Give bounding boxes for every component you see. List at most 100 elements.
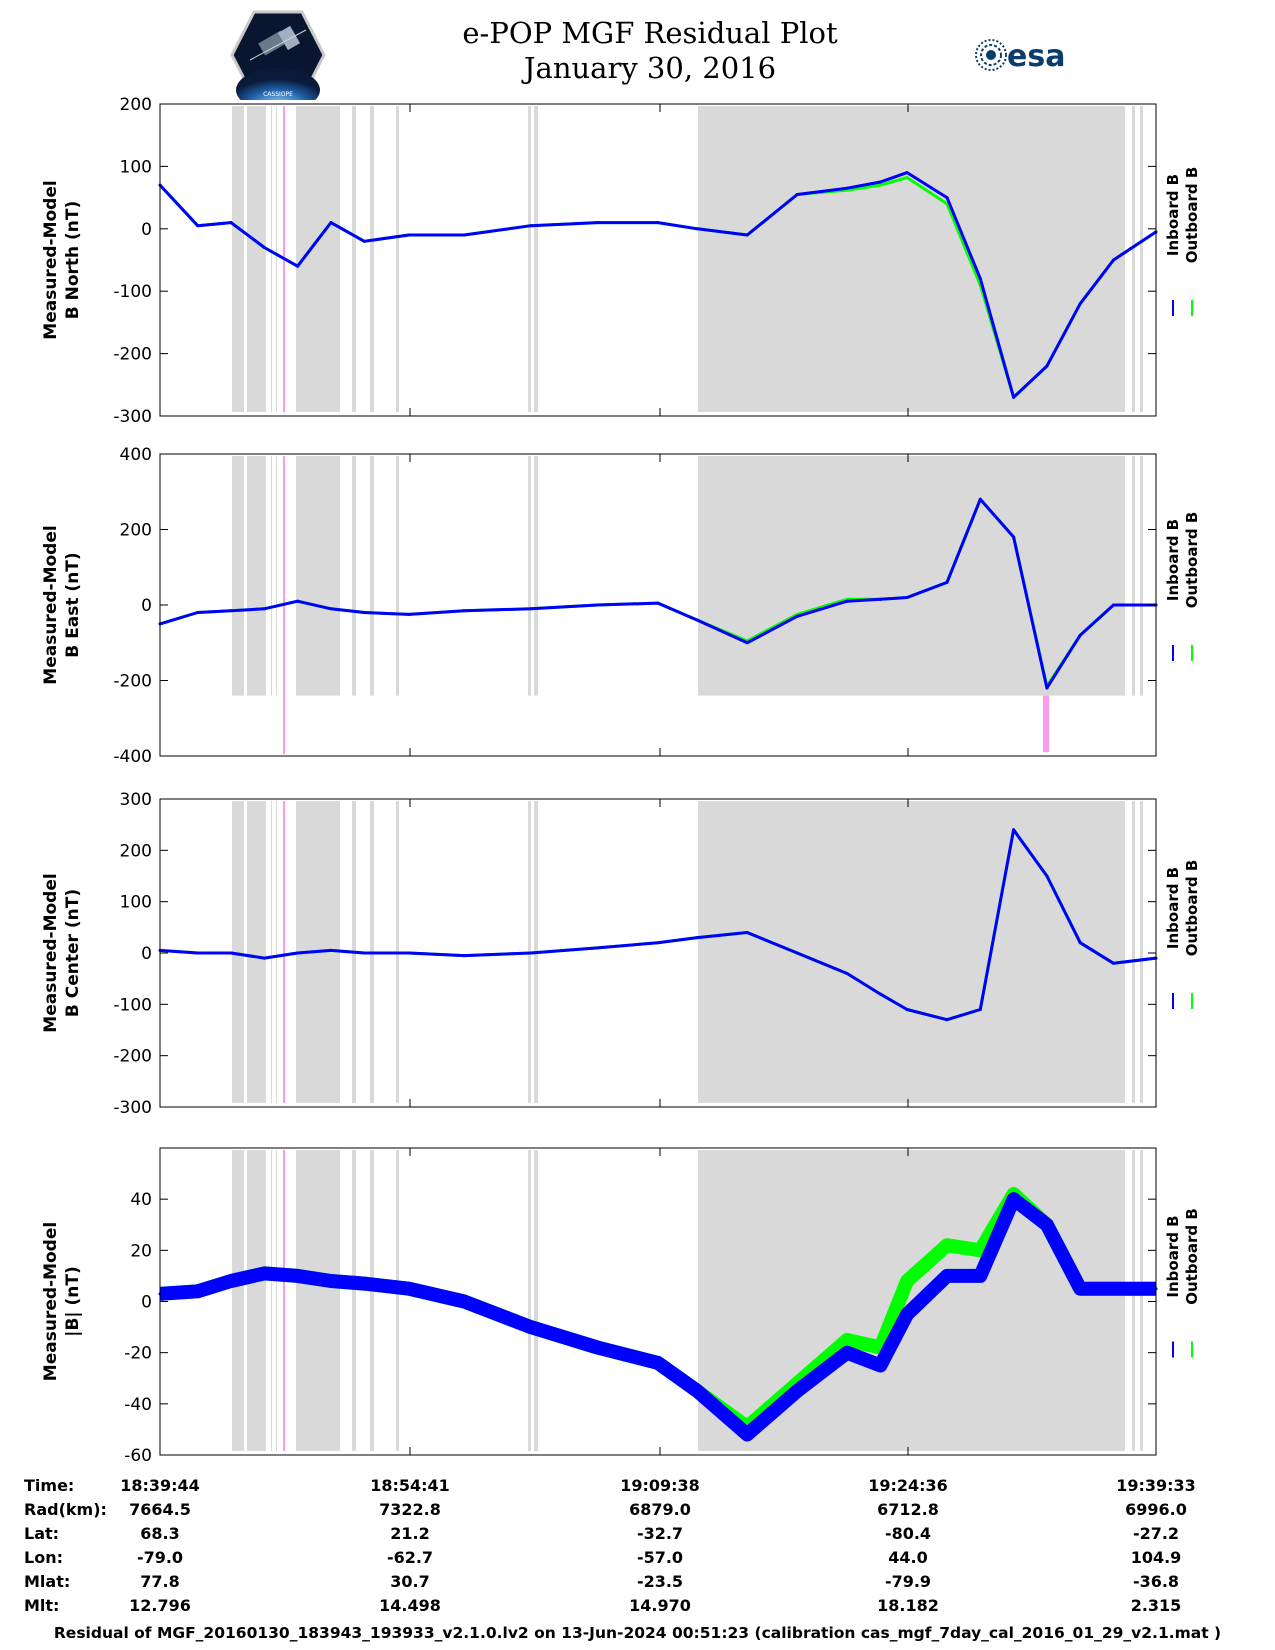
ephemeris-table: Time: Rad(km): Lat: Lon: Mlat: Mlt: 18:39:44 76… [0,1468,1275,1618]
shade-band [352,106,356,412]
data-point-inboard [1012,1197,1016,1201]
data-point-outboard [905,1279,909,1283]
data-point-inboard [262,607,266,611]
ephemeris-value: 6879.0 [629,1500,691,1519]
shade-band [698,456,1125,696]
shade-band [271,456,272,696]
data-point-inboard [878,180,882,184]
data-point-inboard [695,1389,699,1393]
shade-band [271,801,272,1103]
data-point-inboard [795,1389,799,1393]
data-point-inboard [262,956,266,960]
shade-band [528,456,531,696]
y-axis-label: Measured-Model [41,873,61,1032]
data-point-inboard [329,948,333,952]
y-tick-label: -60 [124,1446,152,1466]
y-axis-label: |B| (nT) [63,1266,83,1337]
footer-note: Residual of MGF_20160130_183943_193933_v… [53,1624,1222,1642]
shade-band [232,801,244,1103]
ephemeris-value: 21.2 [390,1524,430,1543]
y-tick-label: -20 [124,1344,152,1364]
shade-band [296,456,340,696]
data-point-inboard [362,951,366,955]
shade-band [396,456,399,696]
shade-band [1132,106,1135,412]
y-tick-label: 0 [141,944,152,964]
y-tick-label: 20 [130,1241,152,1261]
magenta-marker [283,1150,285,1451]
ephemeris-value: -80.4 [884,1524,932,1543]
data-point-inboard [656,1361,660,1365]
shade-band [534,106,538,412]
y-axis-label: B North (nT) [63,201,83,320]
panel-4: 40 20 0 -20 -40 -60 Measured-Model |B| (nT) Inbo… [41,1147,1201,1466]
ephemeris-value: 18.182 [877,1596,939,1615]
data-point-outboard [905,176,909,180]
shade-band [534,1150,538,1451]
ephemeris-row-label: Time: [24,1476,75,1495]
title-date: January 30, 2016 [523,51,777,85]
title-line1: e-POP MGF Residual Plot [462,16,838,50]
data-point-inboard [362,239,366,243]
data-point-inboard [462,1300,466,1303]
shade-band [247,801,266,1103]
data-point-outboard [845,1338,849,1342]
shade-band [1132,801,1135,1103]
panel-2: 400 200 0 -200 -400 Measured-Model B East (nT)… [41,445,1201,767]
y-axis-label: Measured-Model [41,525,61,684]
ephemeris-value: 44.0 [888,1548,928,1567]
y-tick-label: 300 [120,790,152,810]
data-point-outboard [878,1346,882,1350]
data-point-inboard [795,951,799,955]
data-point-inboard [905,1007,909,1011]
ephemeris-value: 68.3 [140,1524,180,1543]
shade-band [296,1150,340,1451]
ephemeris-value: -23.5 [636,1572,684,1591]
shade-band [1140,801,1143,1103]
data-point-inboard [845,1351,849,1355]
data-point-inboard [795,192,799,196]
shade-band [232,106,244,412]
data-point-inboard [196,224,200,228]
ephemeris-value: 19:24:36 [868,1476,948,1495]
ephemeris-row-label: Mlt: [24,1596,60,1615]
data-point-inboard [529,607,533,611]
magenta-marker [283,801,285,1103]
data-point-inboard [1045,874,1049,878]
data-point-inboard [1012,828,1016,832]
y-axis-label: B Center (nT) [63,889,83,1017]
y-tick-label: 40 [130,1190,152,1210]
ephemeris-value: -79.0 [136,1548,184,1567]
shade-band [276,106,277,412]
y-tick-label: -300 [113,407,152,427]
ephemeris-value: -27.2 [1132,1524,1180,1543]
y-tick-label: 200 [120,841,152,861]
legend-label-outboard: Outboard B [1183,512,1201,609]
y-axis-label: Measured-Model [41,1222,61,1381]
data-point-inboard [745,1433,749,1437]
data-point-inboard [695,227,699,231]
data-point-inboard [878,992,882,996]
data-point-outboard [945,1243,949,1247]
shade-band [370,106,374,412]
shade-band [276,801,277,1103]
data-point-inboard [462,954,466,958]
data-point-inboard [229,1279,233,1283]
shade-band [370,456,374,696]
magenta-marker [283,695,285,755]
shade-band [1140,456,1143,696]
ephemeris-value: 18:39:44 [120,1476,200,1495]
y-tick-label: 200 [120,95,152,115]
data-point-inboard [329,1279,333,1283]
data-point-inboard [795,614,799,618]
data-point-inboard [845,599,849,603]
y-tick-label: -200 [113,672,152,692]
ephemeris-row-label: Lon: [24,1548,63,1567]
ephemeris-value: -57.0 [636,1548,684,1567]
y-axis-label: Measured-Model [41,180,61,339]
data-point-inboard [229,609,233,613]
panel-3: 300 200 100 0 -100 -200 -300 Measured-Model B Ce… [41,790,1201,1118]
data-point-inboard [978,1274,982,1278]
data-point-inboard [229,221,233,225]
